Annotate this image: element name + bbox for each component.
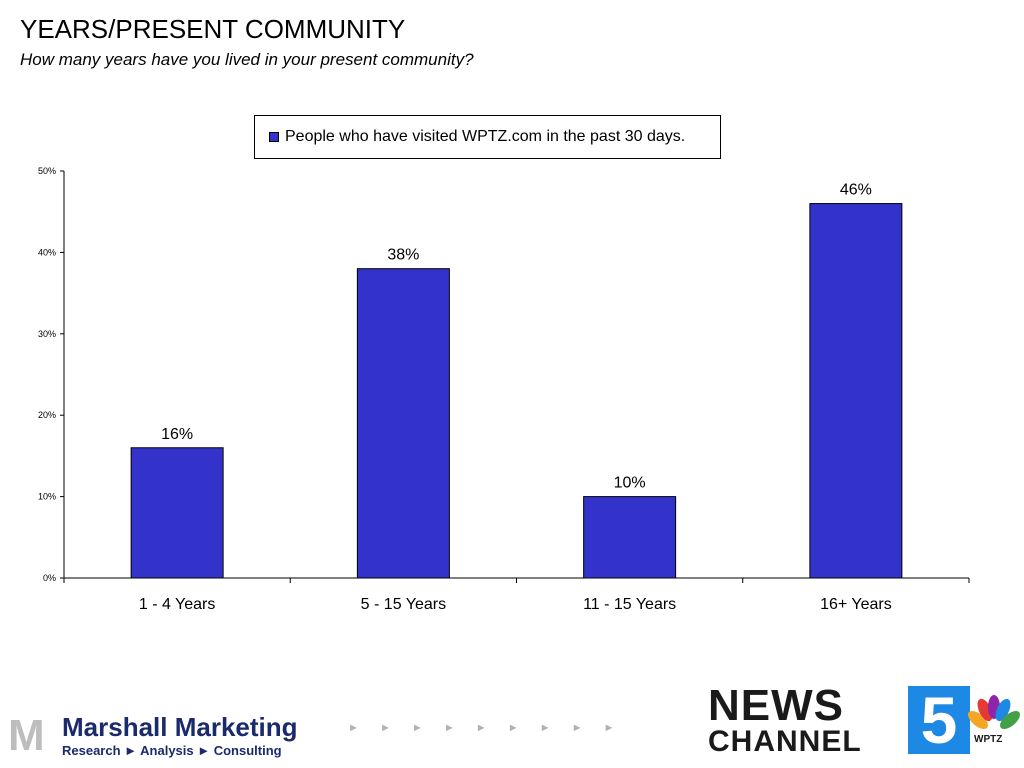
nbc-peacock-icon bbox=[968, 695, 1020, 729]
data-label: 46% bbox=[840, 182, 872, 199]
x-category-label: 5 - 15 Years bbox=[361, 596, 446, 613]
y-tick-label: 20% bbox=[38, 410, 56, 420]
logo-news-text: NEWS bbox=[708, 681, 844, 730]
x-category-label: 1 - 4 Years bbox=[139, 596, 216, 613]
y-tick-label: 40% bbox=[38, 247, 56, 257]
y-tick-label: 10% bbox=[38, 492, 56, 502]
x-category-label: 16+ Years bbox=[820, 596, 892, 613]
news-channel-5-logo: NEWS CHANNEL 5 WPTZ bbox=[704, 682, 1020, 758]
legend-label: People who have visited WPTZ.com in the … bbox=[285, 128, 686, 145]
data-label: 38% bbox=[387, 247, 419, 264]
data-label: 16% bbox=[161, 426, 193, 443]
y-tick-label: 50% bbox=[38, 166, 56, 176]
marshall-m-mark: M bbox=[8, 711, 45, 760]
marshall-logo-name: Marshall Marketing bbox=[62, 712, 298, 742]
bar bbox=[130, 447, 224, 579]
y-tick-label: 0% bbox=[43, 573, 56, 583]
marshall-logo-tagline: Research ► Analysis ► Consulting bbox=[62, 743, 282, 758]
bar-chart: 0% 10% 20% 30% 40% 50% 16% 1 - 4 Years 38% 5 - 1… bbox=[38, 166, 970, 613]
chart-legend: People who have visited WPTZ.com in the … bbox=[254, 115, 721, 159]
y-tick-label: 30% bbox=[38, 329, 56, 339]
bar bbox=[583, 496, 677, 579]
logo-channel-text: CHANNEL bbox=[708, 725, 862, 758]
bar bbox=[809, 203, 903, 579]
bar bbox=[356, 268, 450, 579]
data-label: 10% bbox=[614, 475, 646, 492]
logo-callsign: WPTZ bbox=[974, 734, 1003, 745]
logo-number-5: 5 bbox=[908, 686, 970, 754]
x-category-label: 11 - 15 Years bbox=[583, 596, 676, 613]
decorative-arrows: ► ► ► ► ► ► ► ► ► bbox=[348, 722, 624, 734]
legend-swatch bbox=[269, 132, 279, 142]
chart-bars bbox=[130, 203, 903, 579]
chart-labels: 16% 1 - 4 Years 38% 5 - 15 Years 10% 11 - 15 … bbox=[139, 182, 892, 613]
marshall-marketing-logo: M Marshall Marketing Research ► Analysis… bbox=[8, 712, 348, 762]
page-subtitle: How many years have you lived in your pr… bbox=[20, 50, 474, 69]
page-title: YEARS/PRESENT COMMUNITY bbox=[20, 14, 406, 44]
